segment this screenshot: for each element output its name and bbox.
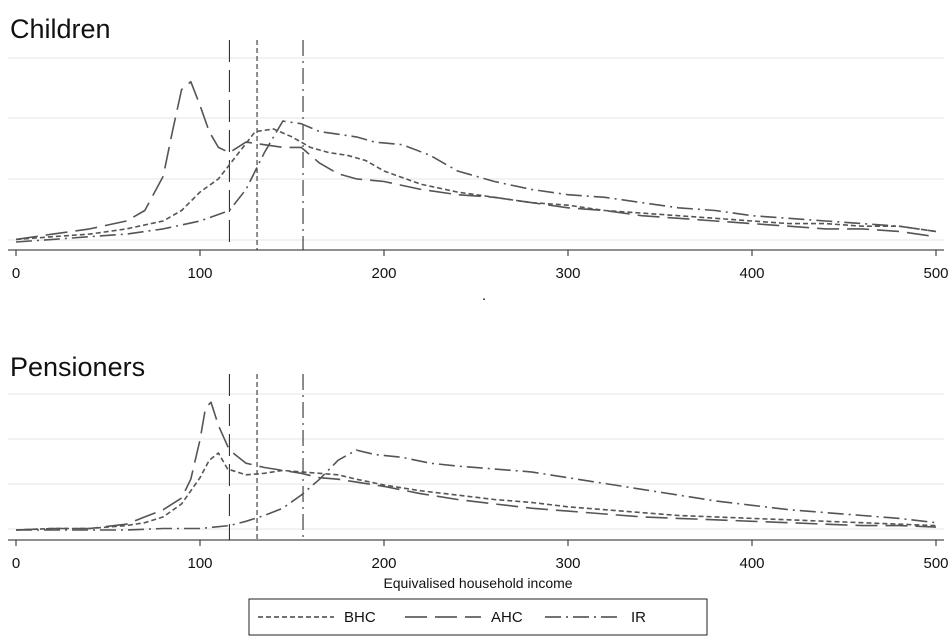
children-reference-lines <box>228 40 304 250</box>
children-gridlines <box>8 57 944 241</box>
pensioners-series <box>15 401 937 531</box>
children-series <box>15 80 937 243</box>
x-tick-label: 200 <box>371 265 396 282</box>
x-tick-label: 100 <box>187 555 212 572</box>
x-tick-label: 400 <box>739 265 764 282</box>
x-tick-label: 500 <box>923 555 948 572</box>
pensioners-panel: Pensioners 0 100 200 300 400 500 Equivalised … <box>8 352 949 591</box>
series-line-bhc <box>15 452 937 531</box>
legend: BHC AHC IR <box>248 598 708 636</box>
x-tick-label: 300 <box>555 265 580 282</box>
pensioners-reference-lines <box>228 374 304 540</box>
series-line-ir <box>16 449 937 531</box>
pensioners-title: Pensioners <box>10 352 145 382</box>
legend-label-bhc: BHC <box>344 609 376 626</box>
pensioners-x-axis-label: Equivalised household income <box>383 575 572 591</box>
children-title: Children <box>10 14 111 44</box>
pensioners-x-ticks: 0 100 200 300 400 500 <box>12 540 949 572</box>
x-tick-label: 500 <box>923 265 948 282</box>
x-tick-label: 0 <box>12 265 20 282</box>
series-line-bhc <box>15 128 937 241</box>
stray-mark: . <box>482 287 486 304</box>
series-line-ahc <box>15 80 937 241</box>
series-line-ahc <box>15 401 937 531</box>
x-tick-label: 100 <box>187 265 212 282</box>
x-tick-label: 200 <box>371 555 396 572</box>
pensioners-gridlines <box>8 393 944 530</box>
legend-label-ahc: AHC <box>491 609 523 626</box>
x-tick-label: 0 <box>12 555 20 572</box>
x-tick-label: 400 <box>739 555 764 572</box>
legend-label-ir: IR <box>631 609 646 626</box>
children-panel: Children 0 100 200 300 400 500 <box>8 14 949 282</box>
children-x-ticks: 0 100 200 300 400 500 <box>12 250 949 282</box>
x-tick-label: 300 <box>555 555 580 572</box>
